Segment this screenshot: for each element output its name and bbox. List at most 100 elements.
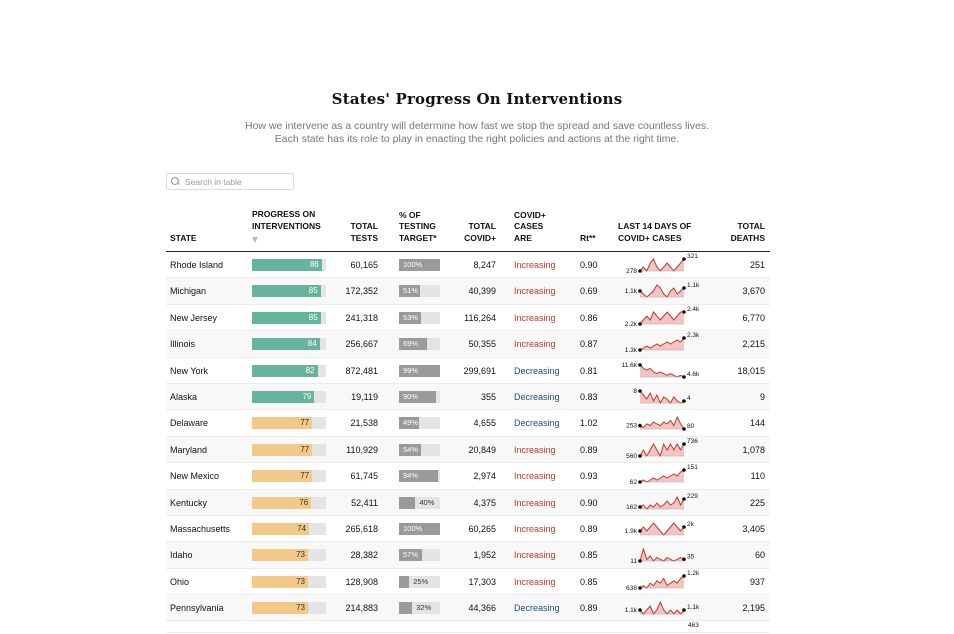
col-state[interactable]: STATE xyxy=(170,233,197,245)
total-tests: 172,352 xyxy=(345,286,378,297)
sparkline-start-label: 162 xyxy=(626,504,637,511)
table-row[interactable]: Massachusetts 74 265,618 100% 60,265 Increasi… xyxy=(166,516,770,543)
progress-value: 77 xyxy=(300,444,310,454)
trend-status: Increasing xyxy=(514,471,556,482)
rt-value: 0.69 xyxy=(580,286,598,297)
col-state-label: STATE xyxy=(170,232,197,243)
col-tests[interactable]: TOTAL TESTS xyxy=(338,221,378,244)
table-row[interactable]: Maryland 77 110,929 54% 20,849 Increasing 0.89… xyxy=(166,436,770,464)
sparkline-area xyxy=(640,470,684,483)
progress-value: 84 xyxy=(307,339,317,349)
total-deaths: 2,195 xyxy=(742,603,765,614)
sparkline-cell: 1.1k 1.1k xyxy=(616,595,716,621)
sparkline-area xyxy=(640,364,684,377)
sparkline: 1.1k 1.1k xyxy=(625,600,700,616)
sparkline-area xyxy=(640,390,684,403)
sparkline-start-label: 1.1k xyxy=(625,288,638,295)
table-row[interactable]: Kentucky 76 52,411 40% 4,375 Increasing 0.90 16… xyxy=(166,489,770,516)
col-tests-label-1: TOTAL xyxy=(350,221,378,231)
sparkline-area xyxy=(640,575,684,588)
testing-target-bar: 90% xyxy=(399,390,440,403)
col-trend[interactable]: COVID+ CASES ARE xyxy=(514,210,546,245)
sparkline-start-dot xyxy=(638,529,642,533)
total-covid: 40,399 xyxy=(468,286,496,297)
testing-target-fill: 49% xyxy=(399,417,420,430)
progress-fill: 84 xyxy=(252,338,320,351)
sparkline-start-dot xyxy=(638,269,642,273)
col-target-label-3: TARGET* xyxy=(399,232,437,243)
sparkline-end-dot xyxy=(682,496,686,501)
table-header: STATE PROGRESS ON INTERVENTIONS TOTAL TE… xyxy=(166,206,770,252)
table-row[interactable]: Illinois 84 256,667 69% 50,355 Increasing 0.87… xyxy=(166,331,770,358)
sparkline-area xyxy=(640,522,684,535)
sparkline: 560 736 xyxy=(626,438,698,460)
testing-target-fill: 90% xyxy=(399,390,436,403)
sparkline-end-label: 321 xyxy=(687,253,698,260)
progress-value: 73 xyxy=(296,576,306,586)
table-row[interactable]: Delaware 77 21,538 49% 4,655 Decreasing 1.02 25… xyxy=(166,410,770,437)
table-row[interactable]: New York 82 872,481 99% 299,691 Decreasing 0.8… xyxy=(166,358,770,384)
sparkline-start-dot xyxy=(638,389,642,393)
table-row[interactable]: Pennsylvania 73 214,883 32% 44,366 Decreasing… xyxy=(166,595,770,622)
sparkline-cell: 560 736 xyxy=(616,437,716,463)
table-row[interactable]: Rhode Island 86 60,165 100% 8,247 Increasing 0… xyxy=(166,252,770,279)
progress-value: 76 xyxy=(299,497,309,507)
progress-fill: 74 xyxy=(252,522,310,535)
state-name: Pennsylvania xyxy=(170,603,224,614)
trend-status: Decreasing xyxy=(514,418,560,429)
col-target[interactable]: % OF TESTING TARGET* xyxy=(399,210,437,245)
table-row[interactable]: New Jersey 85 241,318 53% 116,264 Increasing 0… xyxy=(166,305,770,332)
testing-target-value: 90% xyxy=(403,391,419,401)
testing-target-fill: 54% xyxy=(399,443,422,456)
table-row[interactable]: Alaska 79 19,119 90% 355 Decreasing 0.83 8 4 9 xyxy=(166,383,770,411)
table-row[interactable]: New Mexico 77 61,745 94% 2,974 Increasing 0.93… xyxy=(166,463,770,490)
total-covid: 4,655 xyxy=(473,418,496,429)
sparkline-end-label: 80 xyxy=(687,423,695,430)
testing-target-bar: 69% xyxy=(399,338,440,351)
col-progress-label-2: INTERVENTIONS xyxy=(252,220,321,231)
sparkline-start-dot xyxy=(638,348,642,352)
sparkline-cell: 162 229 xyxy=(616,490,716,516)
testing-target-fill: 40% xyxy=(399,496,434,509)
col-rt[interactable]: Rt** xyxy=(580,233,596,245)
sort-descending-icon[interactable] xyxy=(252,237,258,243)
total-deaths: 3,670 xyxy=(742,286,765,297)
table-row[interactable]: Michigan 85 172,352 51% 40,399 Increasing 0.69… xyxy=(166,278,770,305)
sparkline-start-label: 62 xyxy=(630,479,638,486)
search-input[interactable] xyxy=(185,176,285,187)
sparkline-line xyxy=(639,337,685,351)
progress-fill: 85 xyxy=(252,311,321,324)
state-name: Illinois xyxy=(170,339,196,350)
col-tests-label-2: TESTS xyxy=(350,232,378,243)
sparkline-end-label: 4 xyxy=(687,395,691,402)
testing-target-bar: 32% xyxy=(399,602,440,615)
sparkline-area xyxy=(640,602,684,615)
sparkline: 1.9k 2k xyxy=(625,521,695,536)
testing-target-fill: 51% xyxy=(399,285,420,298)
table-row[interactable]: Idaho 73 28,382 57% 1,952 Increasing 0.85 11 35 6… xyxy=(166,542,770,569)
interventions-table: STATE PROGRESS ON INTERVENTIONS TOTAL TE… xyxy=(166,206,770,634)
search-box[interactable] xyxy=(166,173,294,190)
sparkline-end-dot xyxy=(682,441,686,446)
page-subtitle: How we intervene as a country will deter… xyxy=(0,120,954,146)
col-deaths[interactable]: TOTAL DEATHS xyxy=(726,221,765,244)
total-deaths: 2,215 xyxy=(742,339,765,350)
col-trend-label-2: CASES xyxy=(514,221,544,231)
col-progress[interactable]: PROGRESS ON INTERVENTIONS xyxy=(252,209,321,232)
sparkline-cell: 1.3k 2.3k xyxy=(616,331,716,357)
progress-value: 85 xyxy=(308,312,318,322)
total-deaths: 144 xyxy=(749,418,765,429)
testing-target-value: 51% xyxy=(403,286,419,296)
progress-fill: 86 xyxy=(252,259,322,271)
total-tests: 110,929 xyxy=(346,444,378,455)
col-deaths-label-1: TOTAL xyxy=(737,221,765,231)
total-deaths: 18,015 xyxy=(737,365,765,376)
table-row-partial[interactable]: 463 xyxy=(166,621,770,634)
table-row[interactable]: Ohio 73 128,908 25% 17,303 Increasing 0.85 638 1… xyxy=(166,569,770,596)
col-spark[interactable]: LAST 14 DAYS OF COVID+ CASES xyxy=(618,221,691,244)
col-covid[interactable]: TOTAL COVID+ xyxy=(456,221,496,244)
testing-target-fill: 100% xyxy=(399,522,440,535)
state-name: Alaska xyxy=(170,391,198,402)
sparkline-start-label: 11 xyxy=(630,558,637,565)
sparkline: 2.2k 2.4k xyxy=(625,306,700,328)
